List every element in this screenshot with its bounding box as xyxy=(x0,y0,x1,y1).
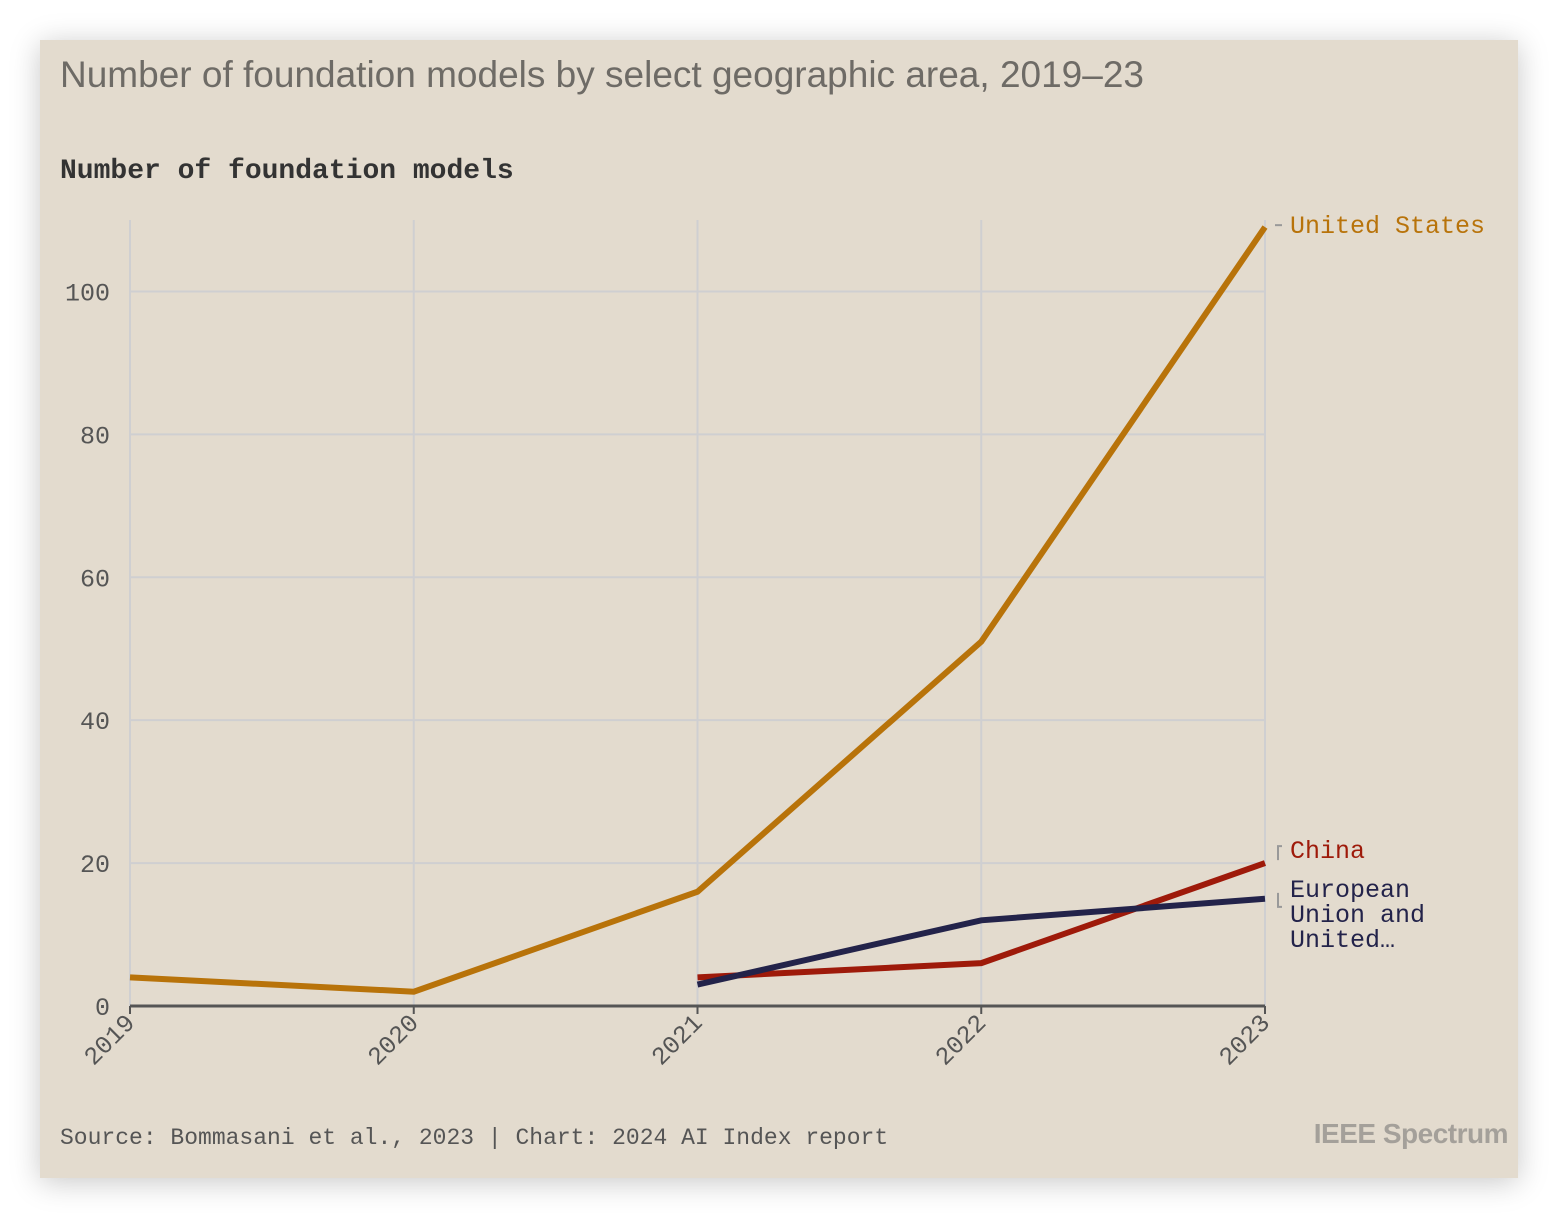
series-label-united-states: United States xyxy=(1290,212,1485,241)
x-tick-label: 2020 xyxy=(362,1009,425,1072)
chart-title: Number of foundation models by select ge… xyxy=(60,54,1144,95)
y-tick-label: 100 xyxy=(65,279,110,308)
y-tick-label: 60 xyxy=(80,565,110,594)
y-tick-label: 20 xyxy=(80,851,110,880)
x-tick-label: 2021 xyxy=(646,1009,709,1072)
y-tick-label: 0 xyxy=(95,994,110,1023)
y-tick-label: 80 xyxy=(80,422,110,451)
series-line-european-union-and-united xyxy=(696,895,1266,988)
x-tick-label: 2023 xyxy=(1214,1009,1277,1072)
y-tick-label: 40 xyxy=(80,708,110,737)
series-label-line: United… xyxy=(1290,926,1395,955)
series-label-european-union: European Union and United… xyxy=(1290,876,1425,955)
line-chart: 0 20 40 60 80 100 2019 2020 2021 2022 2023 United … xyxy=(65,212,1485,1072)
label-leader xyxy=(1277,892,1282,908)
brand-logo: IEEE Spectrum xyxy=(1313,1118,1509,1149)
series-label-line: Union and xyxy=(1290,901,1425,930)
chart-card: Number of foundation models by select ge… xyxy=(40,40,1518,1178)
label-leader xyxy=(1277,845,1282,861)
series-label-china: China xyxy=(1290,837,1365,866)
y-axis-title: Number of foundation models xyxy=(60,156,514,187)
x-tick-label: 2022 xyxy=(930,1009,993,1072)
source-note: Source: Bommasani et al., 2023 | Chart: … xyxy=(60,1125,889,1151)
series-line-united-states xyxy=(129,225,1268,995)
series-label-line: European xyxy=(1290,876,1410,905)
x-tick-label: 2019 xyxy=(79,1009,142,1072)
series-line-china xyxy=(697,860,1266,981)
